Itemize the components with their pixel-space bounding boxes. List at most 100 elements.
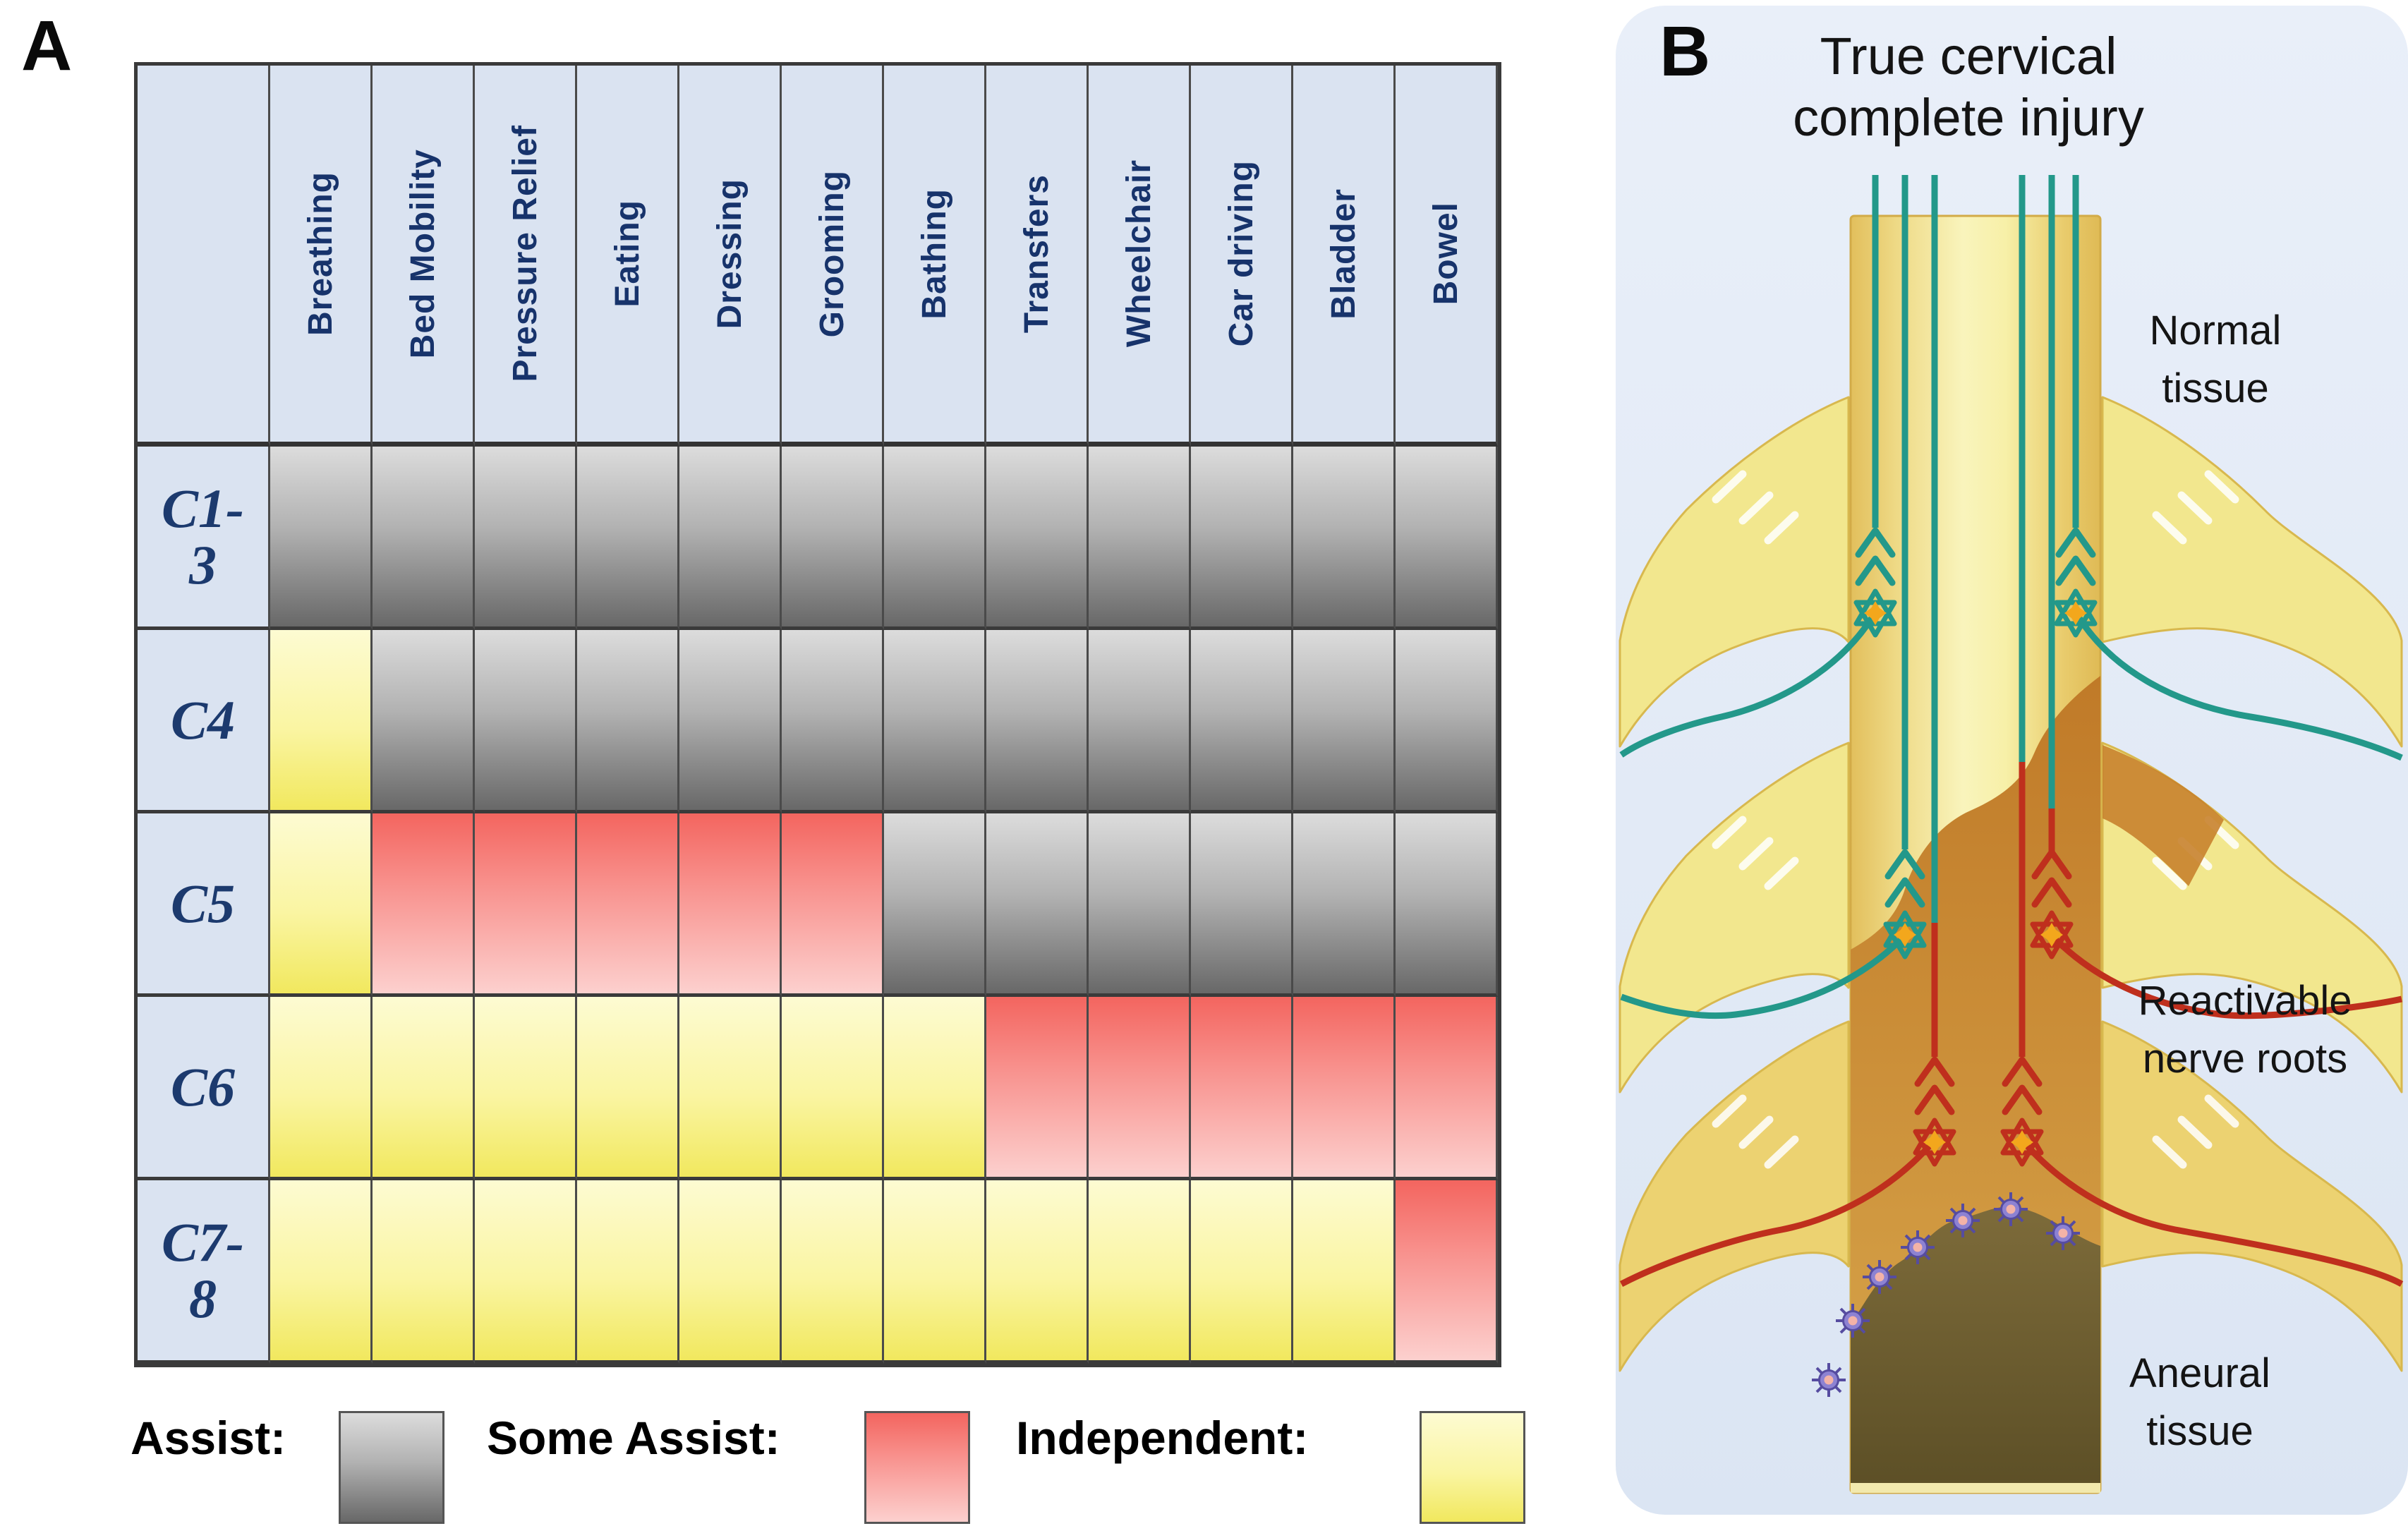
- table-cell: [475, 997, 577, 1180]
- table-cell: [1089, 630, 1191, 813]
- nerve-roots: [1619, 396, 2403, 1372]
- column-header-label: Wheelchair: [1120, 159, 1158, 348]
- column-header: Car driving: [1191, 66, 1293, 447]
- column-header: Wheelchair: [1089, 66, 1191, 447]
- column-header: Grooming: [782, 66, 884, 447]
- legend-label-assist: Assist:: [131, 1412, 286, 1464]
- column-header-label: Grooming: [813, 169, 851, 338]
- row-label-line: C6: [170, 1055, 236, 1118]
- table-cell: [679, 447, 782, 630]
- table-cell: [782, 1180, 884, 1364]
- column-header: Transfers: [986, 66, 1089, 447]
- table-cell: [986, 630, 1089, 813]
- column-header-label: Eating: [608, 200, 646, 308]
- descending-axons: [1619, 175, 2404, 1287]
- column-header: Breathing: [270, 66, 373, 447]
- table-cell: [373, 447, 475, 630]
- annotation-line: Normal: [2149, 308, 2282, 353]
- table-cell: [270, 997, 373, 1180]
- table-cell: [1396, 997, 1498, 1180]
- table-cell: [1293, 447, 1396, 630]
- row-label-line: C1-: [162, 477, 244, 539]
- table-cell: [1191, 1180, 1293, 1364]
- table-cell: [475, 1180, 577, 1364]
- column-header: Bowel: [1396, 66, 1498, 447]
- nerve-root-left-1: [1619, 396, 1850, 748]
- annotation-line: tissue: [2162, 365, 2269, 412]
- table-cell: [782, 997, 884, 1180]
- column-header: Dressing: [679, 66, 782, 447]
- column-header-label: Bladder: [1324, 188, 1362, 320]
- table-cell: [679, 630, 782, 813]
- annotation-normal-tissue: Normal tissue: [2099, 302, 2332, 418]
- table-cell: [373, 1180, 475, 1364]
- aneural-tissue-region: [1851, 1206, 2100, 1491]
- table-cell: [884, 813, 986, 997]
- nerve-root-left-3: [1619, 1020, 1850, 1372]
- table-cell: [1396, 447, 1498, 630]
- table-cell: [884, 447, 986, 630]
- table-cell: [475, 630, 577, 813]
- spinal-cord-panel: [1616, 6, 2408, 1515]
- table-cell: [1293, 813, 1396, 997]
- table-cell: [986, 997, 1089, 1180]
- table-cell: [986, 1180, 1089, 1364]
- column-header-label: Dressing: [710, 178, 749, 329]
- table-cell: [475, 447, 577, 630]
- table-cell: [577, 997, 679, 1180]
- row-label: C1- 3: [138, 447, 270, 630]
- adl-independence-table: Breathing Bed Mobility Pressure Relief Eati…: [134, 62, 1501, 1367]
- table-cell: [884, 997, 986, 1180]
- table-cell: [986, 813, 1089, 997]
- row-label: C7- 8: [138, 1180, 270, 1364]
- table-cell: [884, 630, 986, 813]
- row-label-line: 8: [189, 1267, 217, 1329]
- table-cell: [577, 447, 679, 630]
- table-cell: [1089, 813, 1191, 997]
- table-corner-cell: [138, 66, 270, 447]
- table-cell: [782, 447, 884, 630]
- table-cell: [782, 813, 884, 997]
- table-cell: [1191, 813, 1293, 997]
- table-cell: [782, 630, 884, 813]
- column-header: Pressure Relief: [475, 66, 577, 447]
- panel-b-title-line1: True cervical: [1820, 27, 2117, 85]
- cord-bottom-edge: [1851, 1483, 2100, 1493]
- column-header-label: Bathing: [915, 188, 953, 320]
- row-label: C5: [138, 813, 270, 997]
- nerve-root-left-2: [1619, 741, 1850, 1094]
- nerve-root-right-1: [2101, 396, 2403, 748]
- column-header-label: Bed Mobility: [404, 148, 442, 359]
- annotation-line: nerve roots: [2142, 1036, 2348, 1082]
- column-header-label: Bowel: [1427, 202, 1465, 305]
- table-cell: [1191, 997, 1293, 1180]
- table-cell: [679, 813, 782, 997]
- table-cell: [1396, 630, 1498, 813]
- legend-swatch-assist: [339, 1411, 444, 1524]
- table-cell: [1089, 1180, 1191, 1364]
- table-cell: [577, 630, 679, 813]
- column-header: Bed Mobility: [373, 66, 475, 447]
- annotation-line: Reactivable: [2138, 978, 2352, 1024]
- table-cell: [270, 630, 373, 813]
- legend-swatch-some-assist: [864, 1411, 970, 1524]
- panel-a-letter: A: [21, 6, 73, 85]
- spinal-cord-diagram: [1619, 175, 2404, 1494]
- table-cell: [577, 1180, 679, 1364]
- row-label-line: 3: [189, 533, 217, 595]
- table-cell: [884, 1180, 986, 1364]
- table-cell: [679, 1180, 782, 1364]
- table-cell: [270, 813, 373, 997]
- column-header-label: Transfers: [1017, 174, 1055, 334]
- column-header: Bladder: [1293, 66, 1396, 447]
- table-cell: [1191, 447, 1293, 630]
- table-cell: [270, 447, 373, 630]
- annotation-reactivable-nerve-roots: Reactivable nerve roots: [2076, 972, 2408, 1089]
- table-cell: [679, 997, 782, 1180]
- table-cell: [1089, 447, 1191, 630]
- row-label: C6: [138, 997, 270, 1180]
- table-cell: [1396, 813, 1498, 997]
- panel-b-title: True cervical complete injury: [1707, 25, 2229, 149]
- column-header: Eating: [577, 66, 679, 447]
